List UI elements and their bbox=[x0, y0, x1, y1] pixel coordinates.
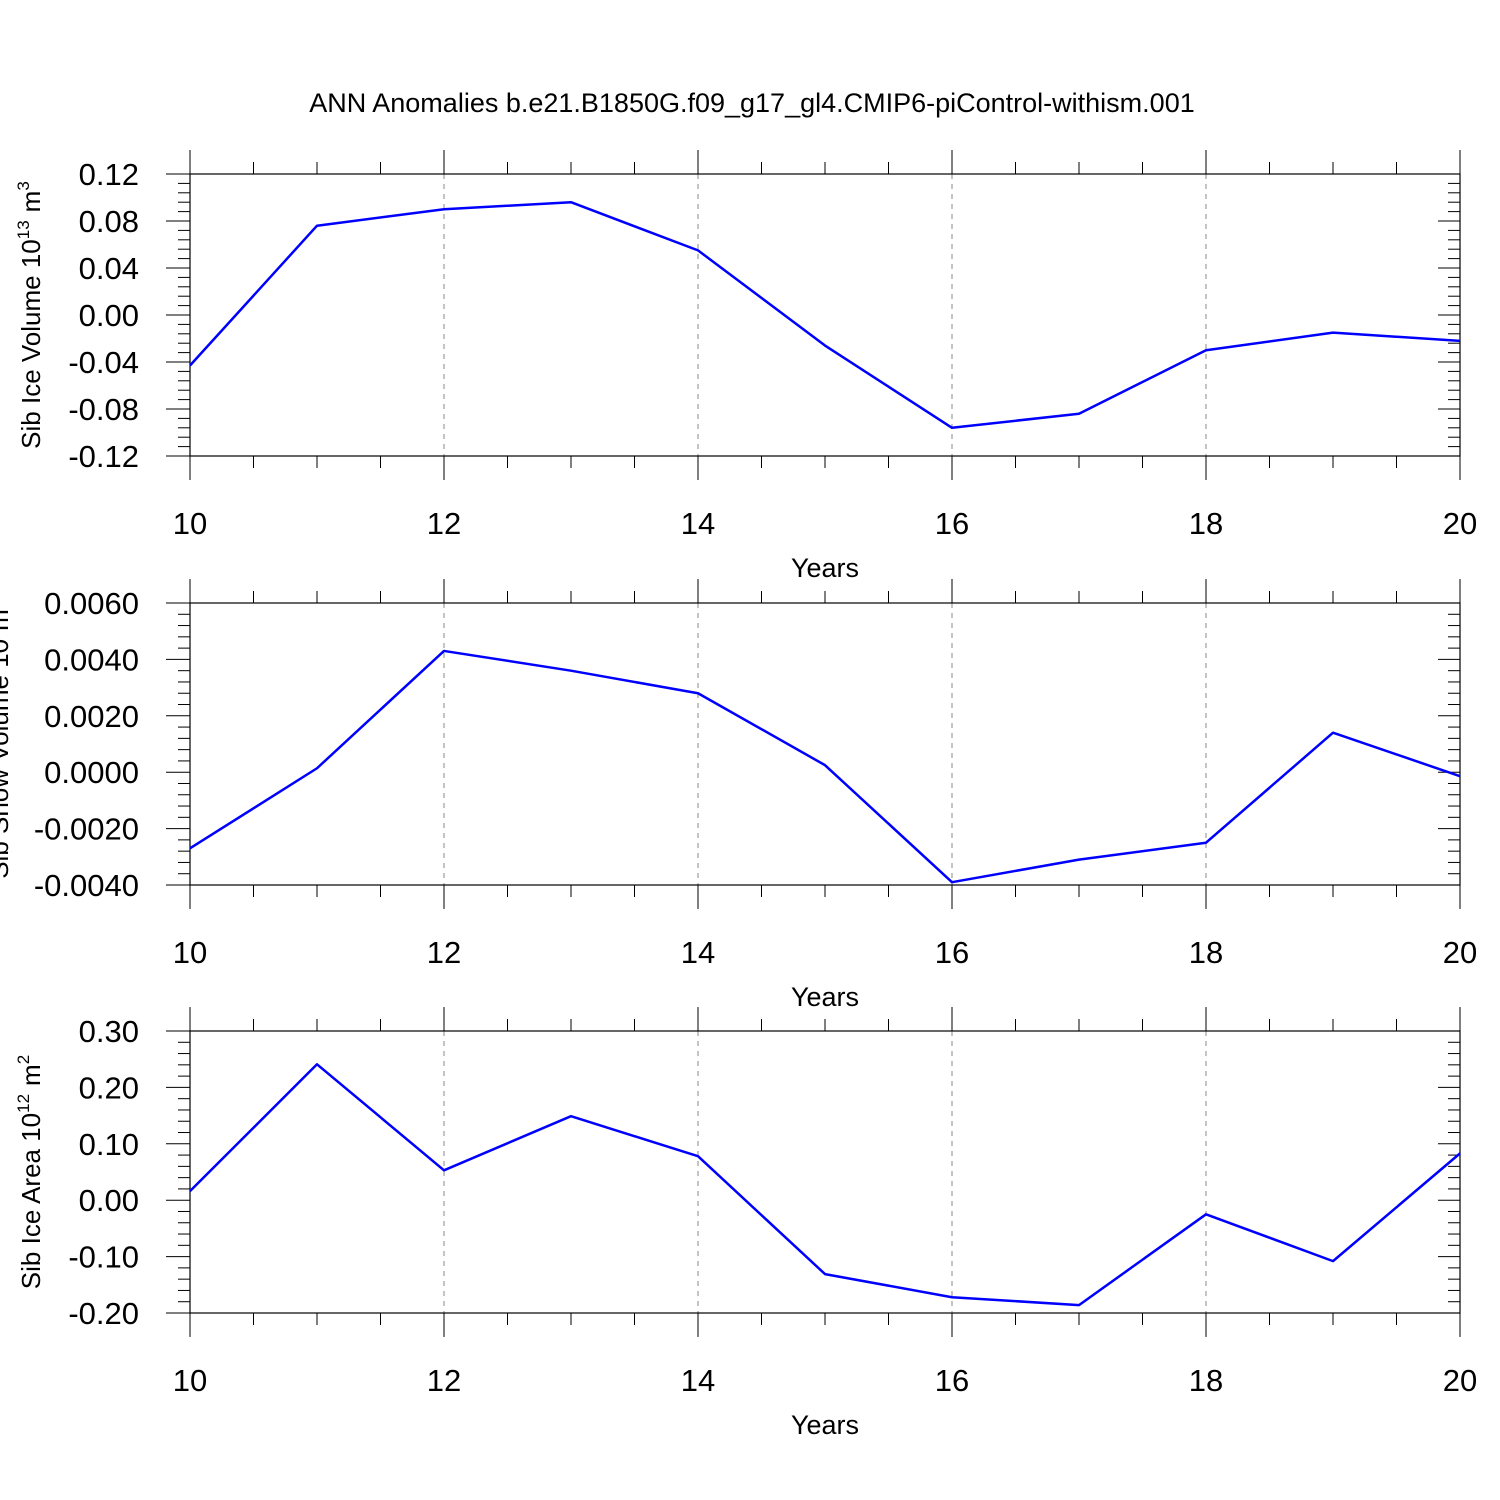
y-tick-label: 0.20 bbox=[79, 1070, 139, 1105]
x-axis-label: Years bbox=[791, 553, 859, 583]
y-axis-label-part: 12 bbox=[14, 1094, 33, 1113]
y-axis-label: Sib Ice Volume 1013 m3 bbox=[14, 181, 46, 449]
plot-frame bbox=[189, 173, 1461, 457]
y-tick-label: 0.10 bbox=[79, 1127, 139, 1162]
y-tick-label: -0.20 bbox=[68, 1296, 139, 1331]
x-tick-label: 10 bbox=[173, 1363, 207, 1398]
y-tick-label: 0.0020 bbox=[44, 699, 139, 734]
x-tick-label: 20 bbox=[1443, 1363, 1477, 1398]
plot-frame bbox=[189, 1030, 1461, 1314]
y-tick-label: 0.12 bbox=[79, 157, 139, 192]
x-tick-label: 16 bbox=[935, 935, 969, 970]
y-tick-label: 0.0060 bbox=[44, 586, 139, 621]
y-axis-label-part: 2 bbox=[14, 1055, 33, 1064]
y-tick-label: 0.0000 bbox=[44, 755, 139, 790]
x-tick-label: 16 bbox=[935, 506, 969, 541]
x-axis-label: Years bbox=[791, 1410, 859, 1440]
y-tick-label: 0.08 bbox=[79, 204, 139, 239]
data-line bbox=[189, 200, 1461, 430]
y-axis-label-part: m bbox=[0, 609, 14, 631]
y-axis-label-part: 13 bbox=[14, 220, 33, 239]
y-tick-label: -0.12 bbox=[68, 439, 139, 474]
y-tick-label: 0.00 bbox=[79, 1183, 139, 1218]
y-tick-label: -0.10 bbox=[68, 1240, 139, 1275]
x-tick-label: 18 bbox=[1189, 935, 1223, 970]
x-tick-label: 10 bbox=[173, 506, 207, 541]
y-tick-label: -0.04 bbox=[68, 345, 139, 380]
x-tick-label: 14 bbox=[681, 935, 715, 970]
x-tick-label: 20 bbox=[1443, 506, 1477, 541]
x-tick-label: 12 bbox=[427, 506, 461, 541]
y-tick-label: 0.04 bbox=[79, 251, 139, 286]
y-axis-label: Sib Snow Volume 10 m bbox=[0, 609, 14, 879]
x-tick-label: 10 bbox=[173, 935, 207, 970]
x-tick-label: 18 bbox=[1189, 506, 1223, 541]
data-line bbox=[189, 1063, 1461, 1307]
y-tick-label: -0.08 bbox=[68, 392, 139, 427]
y-axis-label-part: Sib Ice Area 10 bbox=[16, 1113, 46, 1289]
x-tick-label: 14 bbox=[681, 506, 715, 541]
x-tick-label: 18 bbox=[1189, 1363, 1223, 1398]
plot-frame bbox=[189, 602, 1461, 886]
y-axis-label-part: 3 bbox=[14, 181, 33, 190]
y-axis-label-part: m bbox=[16, 191, 46, 213]
y-tick-label: 0.30 bbox=[79, 1014, 139, 1049]
x-axis-label: Years bbox=[791, 982, 859, 1012]
y-tick-label: 0.00 bbox=[79, 298, 139, 333]
x-tick-label: 12 bbox=[427, 935, 461, 970]
figure-title: ANN Anomalies b.e21.B1850G.f09_g17_gl4.C… bbox=[309, 88, 1194, 118]
y-tick-label: -0.0040 bbox=[34, 868, 139, 903]
y-tick-label: -0.0020 bbox=[34, 812, 139, 847]
data-line bbox=[189, 649, 1461, 884]
x-tick-label: 20 bbox=[1443, 935, 1477, 970]
y-axis-label: Sib Ice Area 1012 m2 bbox=[14, 1055, 46, 1289]
x-tick-label: 16 bbox=[935, 1363, 969, 1398]
y-axis-label-part: Sib Snow Volume 10 bbox=[0, 639, 14, 879]
x-tick-label: 12 bbox=[427, 1363, 461, 1398]
x-tick-label: 14 bbox=[681, 1363, 715, 1398]
y-axis-label-part: m bbox=[16, 1064, 46, 1086]
y-axis-label-part: Sib Ice Volume 10 bbox=[16, 239, 46, 449]
y-tick-label: 0.0040 bbox=[44, 642, 139, 677]
